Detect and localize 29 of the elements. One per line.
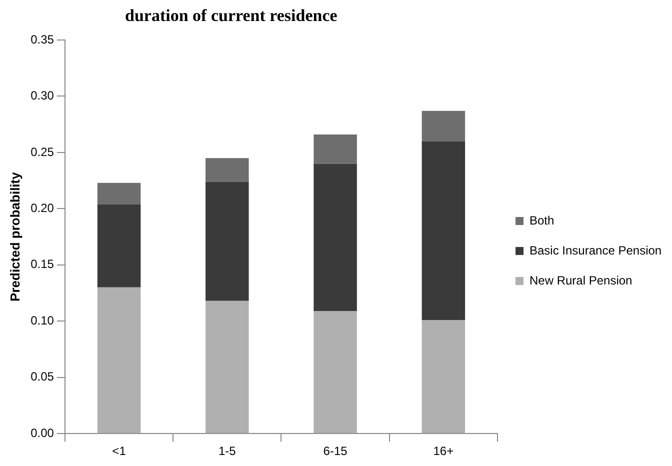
y-tick-label: 0.05 <box>30 370 54 384</box>
bar <box>314 164 357 312</box>
y-tick-label: 0.25 <box>30 144 54 159</box>
bar <box>422 141 466 320</box>
x-tick-label: <1 <box>112 444 126 458</box>
legend-label: Basic Insurance Pension <box>530 243 662 258</box>
legend-label: Both <box>530 213 554 228</box>
x-tick-label: 16+ <box>433 444 454 458</box>
x-tick-label: 6-15 <box>323 444 348 458</box>
bar <box>97 204 141 288</box>
y-axis-title: Predicted probability <box>7 171 22 302</box>
bar <box>422 320 466 434</box>
chart-title: duration of current residence <box>125 6 338 26</box>
bar <box>422 110 466 142</box>
x-tick-label: 1-5 <box>218 444 236 458</box>
legend-label: New Rural Pension <box>530 273 632 288</box>
bar <box>314 311 357 434</box>
bar <box>97 287 141 434</box>
y-tick-label: 0.10 <box>30 313 54 328</box>
y-tick-label: 0.00 <box>30 426 54 440</box>
y-tick-label: 0.30 <box>30 88 54 103</box>
y-tick-label: 0.15 <box>30 257 54 272</box>
bar <box>314 134 357 164</box>
y-tick-label: 0.35 <box>30 32 54 46</box>
bar <box>206 182 249 301</box>
y-tick-label: 0.20 <box>30 201 54 215</box>
bar <box>206 300 249 434</box>
bar <box>97 182 141 204</box>
bar <box>206 158 249 182</box>
